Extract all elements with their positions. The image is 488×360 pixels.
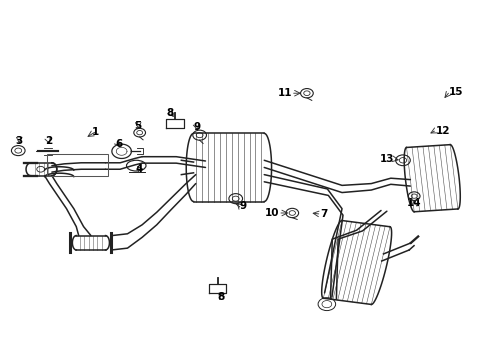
- Text: 8: 8: [217, 292, 224, 302]
- Text: 1: 1: [92, 127, 99, 136]
- Text: 15: 15: [448, 87, 463, 97]
- Text: 4: 4: [136, 164, 143, 174]
- Text: 11: 11: [277, 88, 292, 98]
- Text: 6: 6: [115, 139, 122, 149]
- Text: 2: 2: [45, 136, 52, 145]
- Text: 9: 9: [239, 201, 246, 211]
- Text: 5: 5: [134, 121, 142, 131]
- Text: 14: 14: [406, 198, 421, 208]
- Text: 13: 13: [379, 154, 394, 164]
- Text: 7: 7: [320, 209, 327, 219]
- Text: 10: 10: [264, 208, 279, 218]
- Text: 12: 12: [435, 126, 449, 135]
- Text: 9: 9: [193, 122, 200, 132]
- Text: 8: 8: [166, 108, 174, 118]
- Text: 3: 3: [16, 136, 23, 145]
